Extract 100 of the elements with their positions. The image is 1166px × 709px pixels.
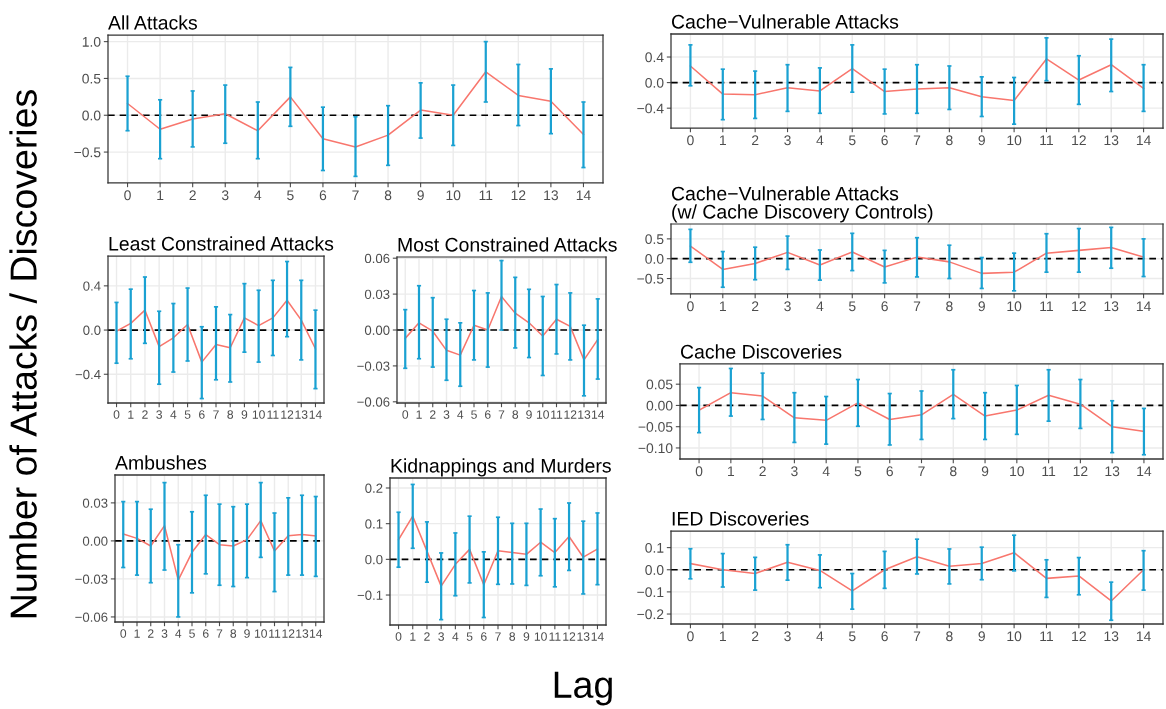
- y-tick-label: 0.00: [364, 325, 390, 335]
- y-tick-label: 0.0: [365, 554, 383, 565]
- x-tick-label: 8: [950, 466, 957, 477]
- x-tick-label: 1: [410, 632, 416, 641]
- x-tick-label: 6: [886, 466, 893, 477]
- x-tick-label: 6: [203, 629, 209, 638]
- y-tick-label: 0.00: [82, 536, 108, 546]
- x-tick-label: 12: [1072, 631, 1086, 642]
- y-tick-label: −0.2: [637, 609, 664, 620]
- y-tick-label: 0.5: [645, 234, 664, 245]
- x-tick-label: 13: [544, 190, 559, 201]
- x-tick-label: 14: [576, 190, 591, 201]
- y-tick-label: −0.05: [638, 422, 673, 432]
- x-tick-label: 13: [1105, 466, 1120, 477]
- y-tick-label: 0.0: [645, 254, 664, 264]
- x-tick-label: 12: [1073, 466, 1088, 477]
- x-tick-label: 7: [352, 190, 359, 201]
- x-tick-label: 4: [175, 629, 182, 638]
- x-tick-label: 10: [252, 410, 265, 419]
- chart-title: Ambushes: [115, 455, 207, 470]
- x-tick-label: 11: [1040, 301, 1054, 312]
- x-tick-label: 12: [563, 632, 576, 641]
- x-tick-label: 2: [148, 629, 154, 638]
- line-series: [689, 551, 1145, 602]
- x-tick-label: 10: [534, 632, 547, 641]
- line-series: [122, 519, 317, 581]
- x-tick-label: 0: [687, 631, 694, 642]
- x-tick-label: 1: [128, 410, 134, 419]
- x-tick-label: 11: [549, 632, 561, 641]
- x-tick-label: 9: [978, 135, 985, 146]
- x-tick-label: 1: [134, 629, 140, 638]
- x-tick-label: 2: [142, 410, 148, 419]
- x-tick-label: 10: [446, 190, 461, 201]
- x-tick-label: 8: [230, 629, 237, 638]
- chart-title: Most Constrained Attacks: [398, 237, 617, 252]
- x-tick-label: 3: [784, 301, 791, 312]
- x-tick-label: 14: [1136, 301, 1151, 312]
- x-tick-label: 12: [282, 629, 295, 638]
- x-tick-label: 3: [784, 631, 791, 642]
- y-tick-label: 0.1: [645, 542, 664, 553]
- chart-title: Kidnappings and Murders: [391, 458, 611, 477]
- x-tick-label: 6: [485, 410, 491, 419]
- x-tick-label: 2: [751, 631, 759, 642]
- x-tick-label: 7: [913, 301, 921, 312]
- chart-title: Cache−Vulnerable Attacks: [671, 14, 899, 29]
- x-tick-label: 10: [536, 410, 549, 419]
- x-tick-label: 13: [296, 629, 309, 638]
- x-tick-label: 14: [591, 410, 605, 419]
- x-tick-label: 5: [287, 190, 294, 201]
- y-tick-label: 0.03: [364, 289, 390, 300]
- x-tick-label: 1: [719, 301, 726, 312]
- x-tick-label: 5: [189, 629, 195, 638]
- line-series: [689, 58, 1145, 102]
- x-tick-label: 0: [124, 190, 131, 201]
- x-tick-label: 7: [498, 410, 505, 419]
- x-tick-label: 13: [1104, 301, 1119, 312]
- x-tick-label: 4: [822, 466, 830, 477]
- x-tick-label: 1: [728, 466, 735, 477]
- x-tick-label: 2: [751, 135, 759, 146]
- x-tick-label: 1: [416, 410, 422, 419]
- x-tick-label: 6: [481, 632, 487, 641]
- y-tick-label: −0.06: [357, 397, 390, 407]
- x-tick-label: 10: [1007, 301, 1022, 312]
- x-tick-label: 8: [509, 632, 516, 641]
- x-tick-label: 0: [395, 632, 402, 641]
- y-tick-label: 0.0: [645, 565, 664, 575]
- x-tick-label: 7: [918, 466, 925, 477]
- x-tick-label: 13: [1104, 631, 1119, 642]
- x-tick-label: 11: [1040, 135, 1054, 146]
- x-tick-label: 9: [241, 410, 248, 419]
- y-tick-label: 0.4: [645, 52, 664, 63]
- x-tick-label: 10: [1007, 631, 1022, 642]
- x-tick-label: 4: [816, 301, 824, 312]
- chart-title: IED Discoveries: [672, 511, 809, 526]
- x-tick-label: 4: [254, 190, 262, 201]
- x-tick-label: 3: [156, 410, 162, 419]
- x-tick-label: 0: [402, 410, 409, 419]
- x-tick-label: 10: [254, 629, 267, 638]
- line-series: [126, 71, 585, 148]
- x-tick-label: 4: [816, 631, 824, 642]
- x-tick-label: 13: [1104, 135, 1119, 146]
- x-tick-label: 1: [719, 631, 726, 642]
- line-series: [404, 295, 599, 361]
- y-tick-label: −0.4: [637, 103, 664, 114]
- x-tick-label: 9: [526, 410, 532, 419]
- x-tick-label: 7: [216, 629, 223, 638]
- x-tick-label: 8: [384, 190, 392, 201]
- x-tick-label: 13: [577, 632, 590, 641]
- x-tick-label: 9: [417, 190, 424, 201]
- x-tick-label: 2: [430, 410, 436, 419]
- y-tick-label: 0.06: [364, 253, 390, 264]
- y-tick-label: −0.5: [74, 147, 101, 158]
- x-tick-label: 4: [452, 632, 459, 641]
- x-tick-label: 0: [120, 629, 127, 638]
- x-tick-label: 7: [913, 631, 921, 642]
- x-tick-label: 8: [946, 135, 953, 146]
- x-tick-label: 4: [457, 410, 464, 419]
- y-tick-label: 0.0: [82, 110, 101, 121]
- x-tick-label: 1: [719, 135, 726, 146]
- x-tick-label: 14: [1136, 631, 1151, 642]
